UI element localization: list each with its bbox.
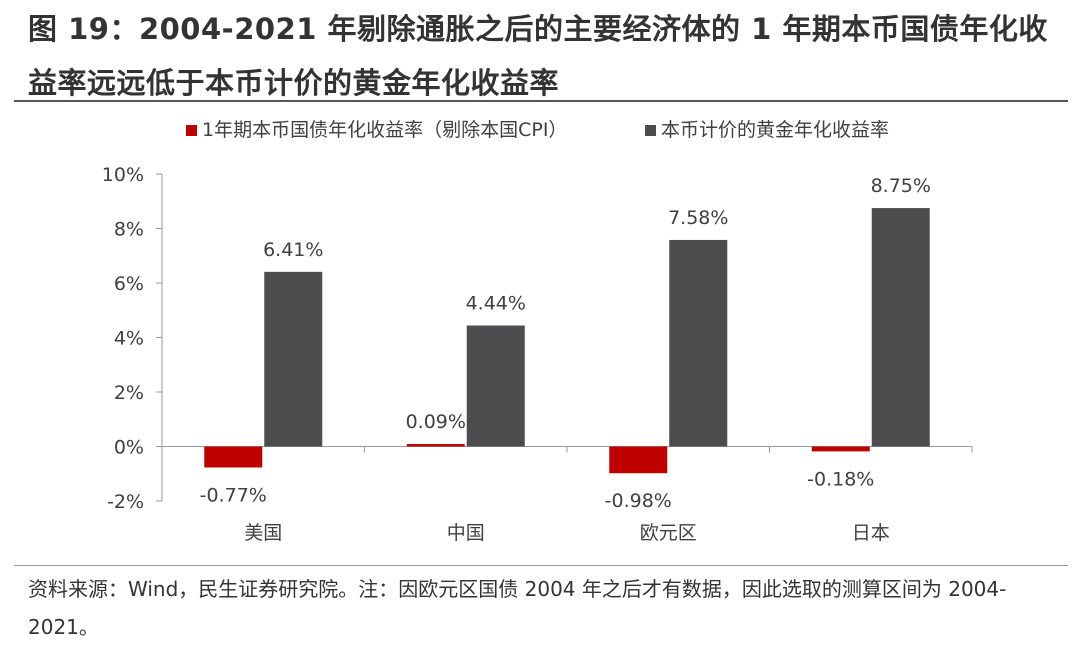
data-label: 4.44% (466, 293, 526, 315)
legend: 1年期本币国债年化收益率（剔除本国CPI） 本币计价的黄金年化收益率 (186, 119, 889, 141)
data-labels: -0.77% 6.41% 0.09% 4.44% -0.98% 7.58% -0.18% 8.… (200, 175, 931, 512)
y-tick-label: 8% (114, 219, 144, 241)
category-label: 美国 (244, 522, 282, 544)
category-label: 中国 (447, 522, 485, 544)
source-note: 资料来源：Wind，民生证券研究院。注：因欧元区国债 2004 年之后才有数据，… (28, 577, 1007, 639)
source-divider (14, 565, 1068, 566)
y-tick-label: 4% (114, 328, 144, 350)
data-label: 6.41% (263, 239, 323, 261)
data-label: -0.98% (605, 490, 672, 512)
bar-series1 (609, 446, 668, 474)
data-label: -0.18% (807, 468, 874, 490)
legend-label-2: 本币计价的黄金年化收益率 (661, 119, 889, 141)
x-axis: 美国 中国 欧元区 日本 (162, 446, 973, 544)
bar-series2 (466, 325, 525, 447)
y-tick-label: 0% (114, 437, 144, 459)
y-tick-label: 6% (114, 273, 144, 295)
y-axis: 10% 8% 6% 4% 2% 0% -2% (102, 164, 163, 513)
y-tick-label: -2% (107, 491, 144, 513)
legend-label-1: 1年期本币国债年化收益率（剔除本国CPI） (202, 119, 567, 141)
data-label: 8.75% (871, 175, 931, 197)
bar-chart: 1年期本币国债年化收益率（剔除本国CPI） 本币计价的黄金年化收益率 10% 8% 6… (102, 119, 973, 544)
bars (204, 208, 930, 474)
y-tick-label: 2% (114, 382, 144, 404)
category-label: 欧元区 (640, 522, 697, 544)
bar-series1 (811, 446, 870, 452)
chart-title: 图 19：2004-2021 年剔除通胀之后的主要经济体的 1 年期本币国债年化… (28, 12, 1048, 100)
bar-series2 (669, 239, 728, 447)
legend-swatch-1 (186, 125, 197, 136)
data-label: 7.58% (668, 207, 728, 229)
bar-series1 (204, 446, 263, 468)
legend-swatch-2 (645, 125, 656, 136)
bar-series1 (406, 444, 465, 447)
bar-series2 (871, 208, 930, 447)
bar-series2 (264, 271, 323, 447)
data-label: 0.09% (406, 411, 466, 433)
data-label: -0.77% (200, 484, 267, 506)
category-label: 日本 (852, 522, 890, 544)
y-tick-label: 10% (102, 164, 144, 186)
title-divider (14, 100, 1068, 102)
